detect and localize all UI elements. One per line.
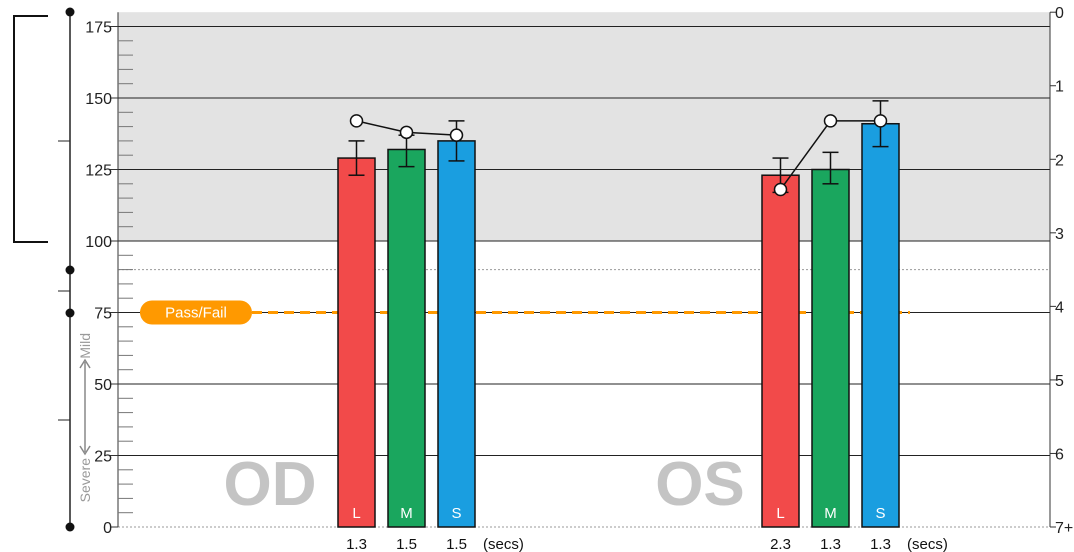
y-tick-label-50: 50 xyxy=(94,377,112,394)
group-label-os: OS xyxy=(655,450,745,519)
marker-point xyxy=(349,114,364,128)
bar-od-l xyxy=(337,157,376,528)
time-label: 2.3 xyxy=(770,536,791,552)
pass-fail-label: Pass/Fail xyxy=(165,305,227,322)
severity-arrow-down-head xyxy=(79,445,91,456)
time-label: 1.3 xyxy=(870,536,891,552)
bar-letter-s: S xyxy=(875,505,885,522)
group-label-od: OD xyxy=(224,450,317,519)
left-scale-dot xyxy=(65,308,75,318)
right-tick-label-3: 3 xyxy=(1055,226,1064,243)
labels: 0 25 50 75 100 125 150 175 0 1 2 3 4 5 6 7+ Mild Severe Pa… xyxy=(77,5,1073,552)
severe-label: Severe xyxy=(77,458,93,503)
marker-point xyxy=(399,125,414,140)
bar-os-m xyxy=(811,168,850,528)
mild-label: Mild xyxy=(77,333,93,359)
y-tick-label-150: 150 xyxy=(85,91,112,108)
y-tick-label-25: 25 xyxy=(94,449,112,466)
left-scale-dot xyxy=(65,7,75,17)
marker-point xyxy=(823,114,838,128)
y-tick-label-0: 0 xyxy=(103,520,112,537)
marker-point xyxy=(773,182,788,197)
y-tick-label-100: 100 xyxy=(85,234,112,251)
bar-letter-l: L xyxy=(776,505,784,522)
bar-od-m xyxy=(387,148,426,528)
axes xyxy=(13,7,1056,532)
bar-letter-m: M xyxy=(400,505,413,522)
bar-os-l xyxy=(761,174,800,528)
bar-letter-s: S xyxy=(451,505,461,522)
marker-point xyxy=(449,128,464,142)
severity-arrow-up-head xyxy=(79,358,91,369)
y-tick-label-75: 75 xyxy=(94,306,112,323)
markers xyxy=(349,114,888,197)
bars xyxy=(337,100,900,528)
time-label: 1.5 xyxy=(396,536,417,552)
time-unit-label: (secs) xyxy=(907,536,948,552)
left-scale-dot xyxy=(65,522,75,532)
right-tick-label-5: 5 xyxy=(1055,373,1064,390)
left-scale-dot xyxy=(65,265,75,275)
marker-point xyxy=(873,114,888,128)
right-tick-label-6: 6 xyxy=(1055,446,1064,463)
plot-background xyxy=(118,12,1050,242)
right-tick-label-2: 2 xyxy=(1055,152,1064,169)
pass-fail-pill xyxy=(140,300,252,325)
time-unit-label: (secs) xyxy=(483,536,524,552)
time-label: 1.5 xyxy=(446,536,467,552)
gridlines xyxy=(118,26,1050,528)
bar-od-s xyxy=(437,140,476,528)
bar-letter-m: M xyxy=(824,505,837,522)
time-label: 1.3 xyxy=(820,536,841,552)
right-tick-label-4: 4 xyxy=(1055,299,1064,316)
y-tick-label-125: 125 xyxy=(85,163,112,180)
y-tick-label-175: 175 xyxy=(85,20,112,37)
right-tick-label-1: 1 xyxy=(1055,79,1064,96)
left-bracket xyxy=(13,15,48,243)
bar-os-s xyxy=(861,122,900,528)
bar-letter-l: L xyxy=(352,505,360,522)
time-label: 1.3 xyxy=(346,536,367,552)
right-tick-label-0: 0 xyxy=(1055,5,1064,22)
right-tick-label-7+: 7+ xyxy=(1055,520,1073,537)
shaded-band xyxy=(118,12,1050,242)
